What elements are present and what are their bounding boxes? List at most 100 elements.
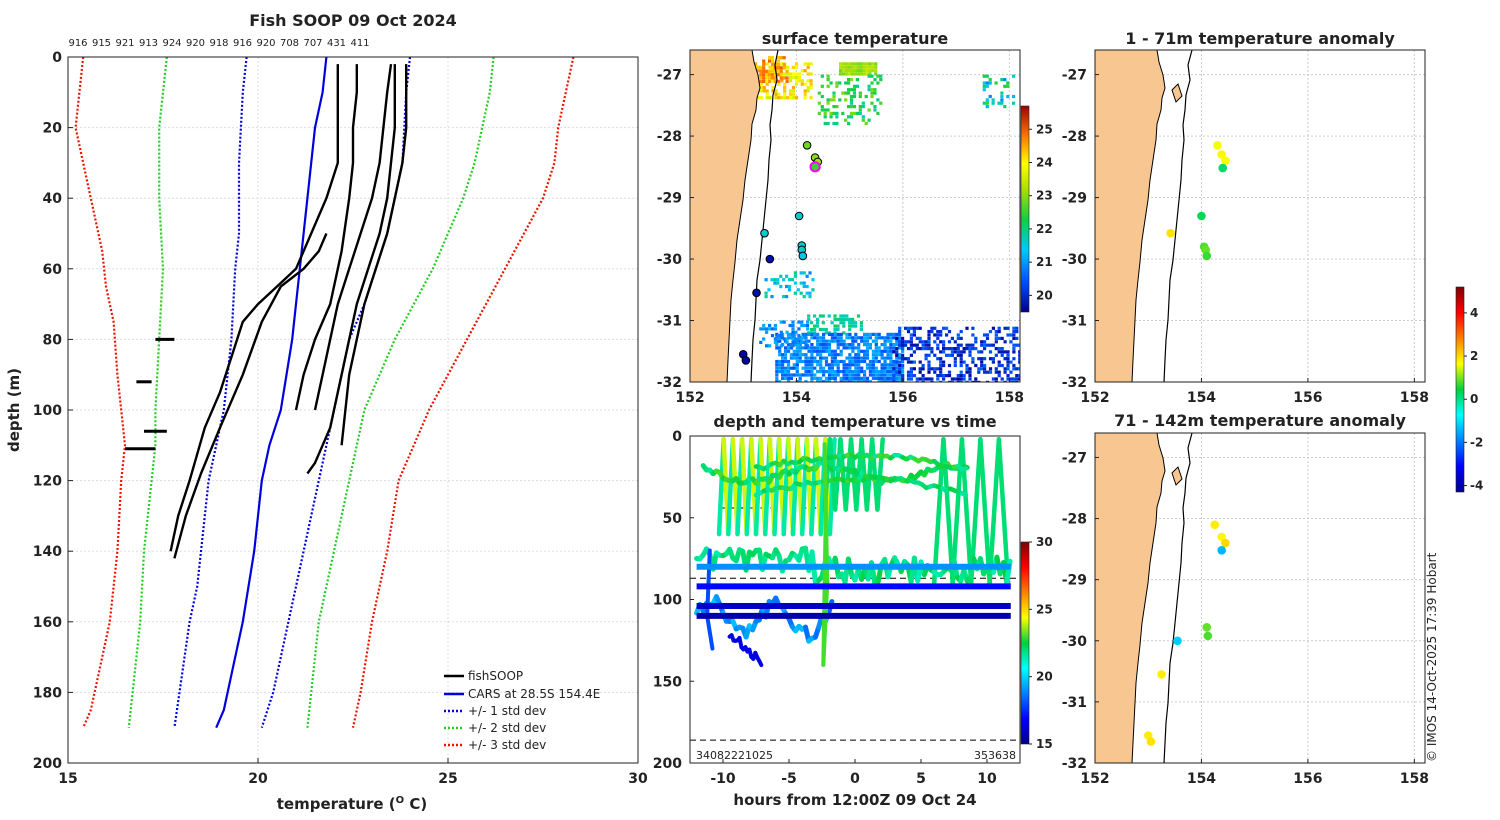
sst-pixel-south-blue (1009, 377, 1013, 381)
sst-pixel-south-blue (939, 380, 943, 382)
sst-pixel-south-blue (895, 336, 899, 340)
sst-pixel-warm-north (794, 72, 799, 76)
sst-pixel-patch (856, 62, 860, 66)
sst-pixel-south-cyan (895, 363, 899, 367)
sst-pixel-south-cyan (789, 356, 793, 360)
sst-pixel-south-cyan (778, 359, 782, 364)
sst-pixel-south-cyan (857, 363, 861, 367)
sst-pixel-south-blue (988, 367, 993, 371)
sst-pixel-green (832, 111, 836, 115)
sst-pixel-hot (768, 76, 772, 80)
sst-pixel-patch (850, 69, 854, 73)
sst-pixel-south-cyan (810, 343, 814, 347)
sst-pixel-south-cyan (775, 373, 779, 377)
sst-pixel-warm-north (756, 65, 760, 69)
anomaly-deep-markers (1143, 520, 1230, 746)
sst-pixel-south-cyan (804, 336, 808, 340)
sst-pixel-green (879, 78, 883, 82)
sst-pixel-hot (773, 76, 777, 80)
sst-pixel-south-blue (933, 326, 937, 330)
anomaly-cbar-label: 2 (1470, 349, 1478, 363)
sst-pixel-south-cyan (804, 373, 808, 377)
sst-pixel-south-blue (962, 377, 966, 381)
sst-pixel-mid (776, 281, 780, 285)
sst-isobath (750, 50, 779, 382)
sst-pixel-mid-green (830, 321, 834, 325)
map-xtick-label: 156 (1293, 390, 1322, 406)
sst-pixel-south-blue (906, 370, 911, 374)
sst-pixel-south-cyan (886, 380, 890, 382)
sst-pixel-south-cyan (848, 353, 852, 357)
sst-pixel-south-cyan (901, 349, 905, 353)
sst-pixel-south-blue (901, 374, 905, 378)
sst-pixel-south-cyan (889, 376, 893, 380)
sst-pixel-south-blue (1003, 350, 1007, 354)
sst-pixel-south-cyan (824, 370, 829, 374)
sst-pixel-south-cyan (898, 346, 902, 350)
sst-pixel-south-west (779, 330, 783, 334)
sst-pixel-green (835, 115, 839, 119)
sst-pixel-south-cyan (880, 336, 884, 340)
sst-pixel-south-blue (924, 343, 928, 347)
sst-pixel-mid-green (842, 331, 846, 335)
sst-pixel-south-cyan (860, 336, 864, 340)
sst-pixel-south-cyan (892, 332, 896, 336)
sst-pixel-south-cyan (816, 359, 820, 364)
sst-pixel-south-blue (892, 377, 896, 381)
sst-pixel-south-cyan (819, 380, 823, 382)
sst-pixel-south-blue (909, 333, 913, 337)
sst-pixel-east (985, 84, 989, 88)
profile-ytick-label: 60 (43, 262, 63, 278)
sst-pixel-south-cyan (851, 380, 855, 382)
sst-cast-marker (794, 211, 804, 221)
sst-pixel-south-blue (965, 367, 969, 371)
sst-pixel-south-cyan (865, 380, 870, 382)
sst-cbar-label: 21 (1036, 255, 1053, 269)
sst-pixel-south-cyan (895, 373, 899, 377)
sst-pixel-warm-north (771, 65, 775, 69)
sst-pixel-south-blue (1015, 330, 1019, 334)
sst-pixel-hot (759, 76, 763, 80)
sst-pixel-south-blue (906, 377, 911, 381)
anomaly-shallow-axes-frame (1094, 49, 1426, 383)
sst-pixel-south-blue (939, 357, 943, 361)
sst-pixel-south-cyan (871, 353, 875, 357)
sst-pixel-south-blue (1018, 357, 1020, 361)
anomaly-deep-isobath (1163, 433, 1193, 763)
sst-pixel-south-cyan (786, 346, 791, 350)
sst-pixel-south-west (765, 330, 769, 334)
sst-pixel-patch (859, 72, 863, 76)
sst-pixel-south-cyan (792, 349, 796, 353)
sst-pixel-south-cyan (836, 346, 840, 350)
map-ytick-label: -28 (1062, 129, 1087, 145)
sst-pixel-south-blue (997, 360, 1001, 364)
anomaly-deep-marker (1157, 670, 1166, 679)
sst-pixel-south-cyan (816, 346, 820, 350)
sst-pixel-south-blue (924, 353, 928, 357)
sst-pixel-south-cyan (801, 359, 805, 364)
sst-pixel-south-cyan (819, 366, 823, 370)
sst-pixel-mid (767, 288, 771, 292)
sst-pixel-south-cyan (783, 370, 788, 374)
sst-pixel-south-blue (906, 340, 911, 344)
sst-pixels (753, 56, 1020, 382)
sst-pixel-south-blue (895, 360, 899, 364)
sst-pixel-south-blue (983, 363, 987, 368)
sst-pixel-south-blue (939, 333, 943, 337)
sst-pixel-south-blue (994, 367, 998, 371)
sst-pixel-south-blue (909, 340, 913, 344)
map-ytick-label: -30 (657, 252, 683, 268)
sst-pixel-south-cyan (898, 336, 902, 340)
sst-pixel-green (858, 108, 862, 112)
sst-pixel-south-blue (912, 343, 916, 347)
map-xtick-label: 152 (675, 390, 704, 406)
sst-pixel-south-cyan (839, 370, 843, 374)
sst-pixel-south-blue (985, 370, 990, 374)
anomaly-cbar-label: -2 (1470, 435, 1483, 449)
sst-pixel-south-west (806, 327, 810, 331)
sst-pixel-patch (865, 62, 869, 66)
sst-pixel-south-cyan (877, 370, 881, 374)
map-ytick-label: -31 (657, 314, 682, 330)
sst-pixel-south-blue (936, 330, 940, 334)
sst-pixel-green (820, 74, 824, 78)
